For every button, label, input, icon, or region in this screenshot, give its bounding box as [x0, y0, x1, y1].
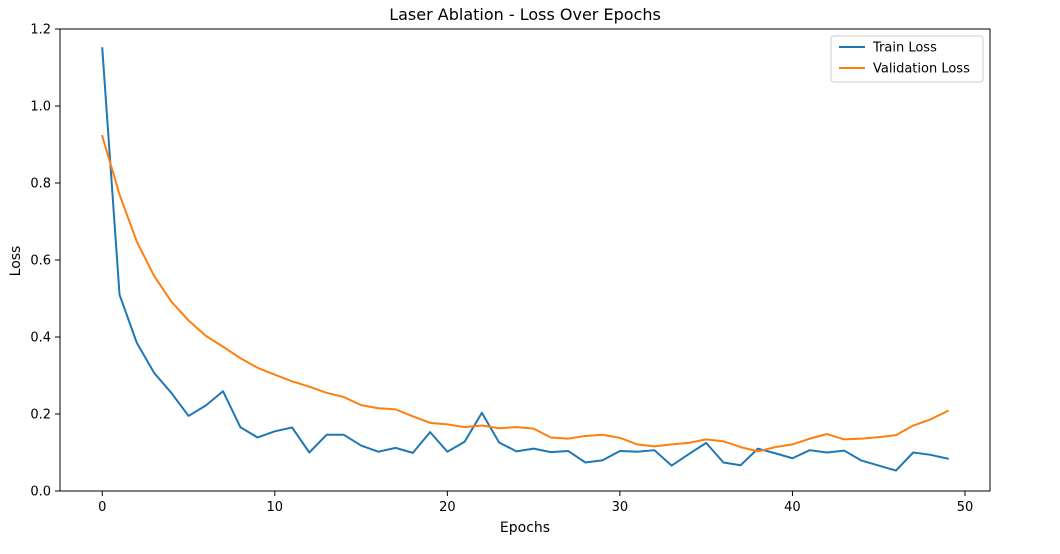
axes-frame	[59, 28, 991, 492]
x-tick-label: 10	[267, 500, 284, 515]
series-line-train-loss	[101, 47, 949, 472]
series-line-validation-loss	[101, 134, 950, 453]
y-tick-label: 0.4	[30, 331, 51, 346]
x-tick-label: 0	[98, 500, 106, 515]
plot-area: 0 10 20 30 40 50 0.0 0.2 0.4 0.6 0.8 1.0 1.2	[30, 23, 991, 515]
y-tick-label: 0.0	[30, 485, 51, 500]
legend: Train Loss Validation Loss	[830, 35, 984, 83]
y-tick-label: 1.0	[30, 100, 51, 115]
x-tick-label: 20	[439, 500, 456, 515]
x-tick-label: 50	[957, 500, 974, 515]
chart-title: Laser Ablation - Loss Over Epochs	[389, 5, 661, 24]
x-tick-label: 30	[612, 500, 629, 515]
x-tick-label: 40	[784, 500, 801, 515]
legend-label-validation-loss: Validation Loss	[873, 62, 970, 77]
y-axis-label: Loss	[8, 246, 24, 277]
y-tick-label: 1.2	[30, 23, 51, 38]
y-tick-label: 0.8	[30, 177, 51, 192]
y-tick-label: 0.2	[30, 408, 51, 423]
y-tick-label: 0.6	[30, 254, 51, 269]
legend-box	[830, 35, 984, 83]
x-axis-label: Epochs	[500, 520, 550, 536]
legend-label-train-loss: Train Loss	[872, 41, 937, 56]
